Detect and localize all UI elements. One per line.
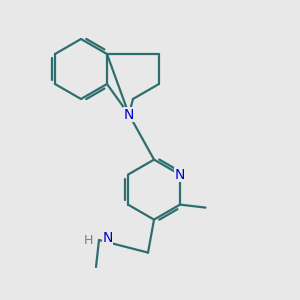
Text: N: N	[124, 108, 134, 122]
Text: H: H	[84, 233, 93, 247]
Text: N: N	[175, 168, 185, 182]
Text: N: N	[102, 232, 112, 245]
